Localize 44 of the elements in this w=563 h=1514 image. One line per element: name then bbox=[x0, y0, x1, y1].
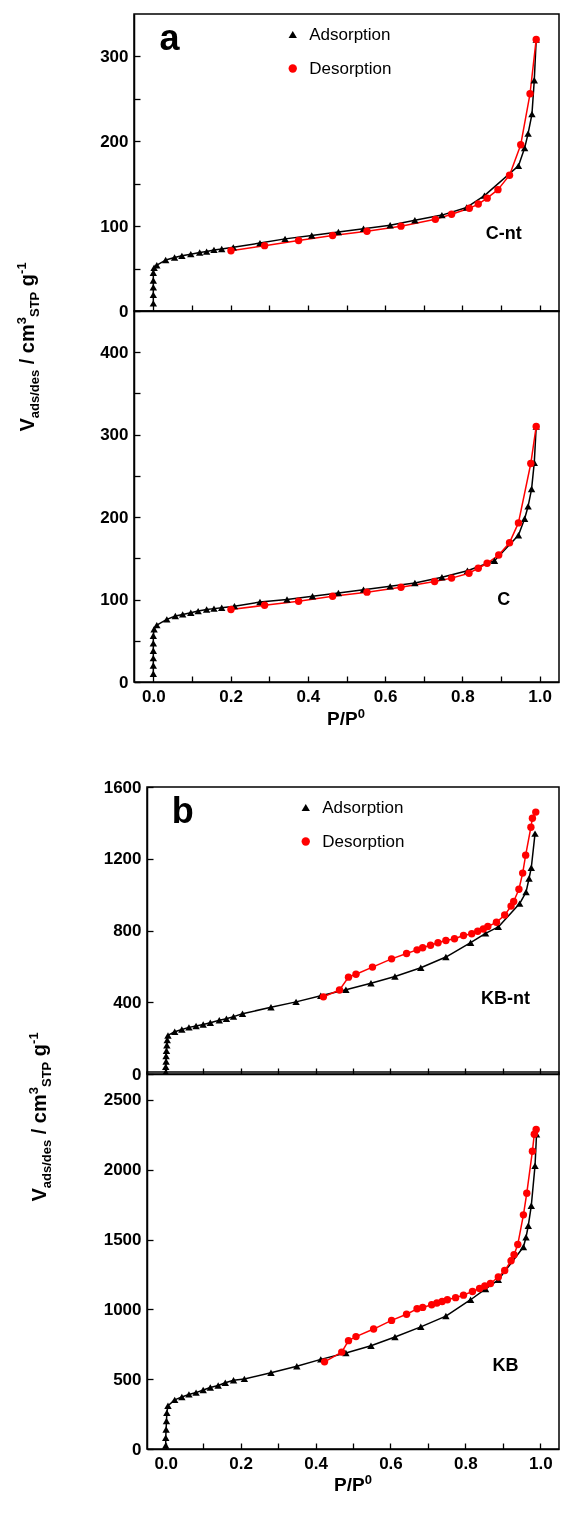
x-axis-title: P/P$^{0}$ bbox=[327, 705, 365, 731]
y-tick-label: 400 bbox=[100, 342, 129, 362]
y-tick-label: 1500 bbox=[103, 1230, 142, 1250]
x-tick-label: 0.0 bbox=[154, 1453, 179, 1473]
y-tick-label: 2500 bbox=[103, 1090, 142, 1110]
y-tick-label: 400 bbox=[113, 992, 142, 1012]
y-tick-label: 300 bbox=[100, 425, 129, 445]
x-tick-label: 1.0 bbox=[528, 686, 552, 706]
x-tick-label: 0.2 bbox=[219, 686, 243, 706]
y-tick-label: 1200 bbox=[103, 849, 142, 869]
y-tick-label: 200 bbox=[100, 131, 129, 151]
x-tick-label: 0.8 bbox=[454, 1453, 478, 1473]
y-tick-label: 500 bbox=[113, 1369, 142, 1389]
y-tick-label: 2000 bbox=[103, 1160, 142, 1180]
x-tick-label: 0.8 bbox=[451, 686, 475, 706]
legend-label: Adsorption bbox=[322, 797, 404, 817]
x-tick-label: 0.6 bbox=[379, 1453, 403, 1473]
annotation: KB-nt bbox=[480, 988, 530, 1009]
y-tick-label: 300 bbox=[100, 46, 129, 66]
legend-label: Adsorption bbox=[309, 24, 391, 44]
legend-label: Desorption bbox=[309, 58, 392, 78]
x-axis-title: P/P$^{0}$ bbox=[334, 1471, 372, 1497]
y-tick-label: 0 bbox=[132, 1064, 142, 1084]
y-tick-label: 100 bbox=[100, 590, 129, 610]
annotation: KB bbox=[492, 1355, 519, 1376]
annotation: a bbox=[159, 17, 181, 58]
y-tick-label: 0 bbox=[119, 672, 129, 692]
x-tick-label: 0.0 bbox=[142, 686, 166, 706]
y-tick-label: 800 bbox=[113, 921, 142, 940]
y-tick-label: 100 bbox=[100, 216, 129, 236]
annotation: b bbox=[171, 790, 194, 831]
y-tick-label: 1000 bbox=[103, 1299, 142, 1319]
y-tick-label: 0 bbox=[119, 301, 129, 321]
annotation: C bbox=[497, 589, 511, 610]
x-tick-label: 0.6 bbox=[373, 686, 398, 706]
x-tick-label: 0.4 bbox=[304, 1453, 329, 1473]
annotation: C-nt bbox=[485, 222, 522, 243]
y-tick-label: 1600 bbox=[103, 777, 142, 797]
y-tick-label: 0 bbox=[132, 1439, 142, 1459]
x-tick-label: 1.0 bbox=[528, 1453, 553, 1473]
legend-label: Desorption bbox=[322, 831, 405, 851]
y-tick-label: 200 bbox=[100, 507, 129, 527]
x-tick-label: 0.2 bbox=[229, 1453, 253, 1473]
x-tick-label: 0.4 bbox=[296, 686, 321, 706]
